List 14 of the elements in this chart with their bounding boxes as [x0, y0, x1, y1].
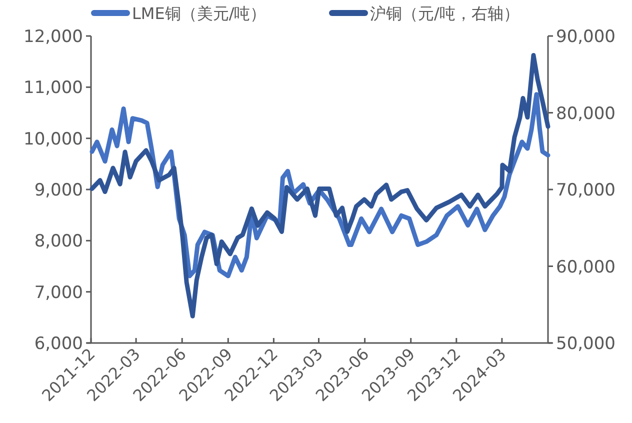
legend-label: LME铜（美元/吨）: [132, 4, 266, 23]
legend-label: 沪铜（元/吨，右轴）: [370, 4, 520, 23]
y-tick-label: 11,000: [24, 78, 83, 98]
y2-tick-label: 70,000: [556, 180, 616, 200]
y2-tick-label: 50,000: [556, 334, 616, 354]
y2-tick-label: 90,000: [556, 27, 616, 47]
y-tick-label: 8,000: [34, 232, 83, 252]
y-tick-label: 6,000: [34, 334, 83, 354]
y-tick-label: 9,000: [34, 180, 83, 200]
y2-tick-label: 80,000: [556, 104, 616, 124]
y-tick-label: 7,000: [34, 282, 83, 303]
y-tick-label: 10,000: [24, 129, 83, 150]
y2-tick-label: 60,000: [556, 257, 616, 278]
y-tick-label: 12,000: [24, 27, 83, 47]
